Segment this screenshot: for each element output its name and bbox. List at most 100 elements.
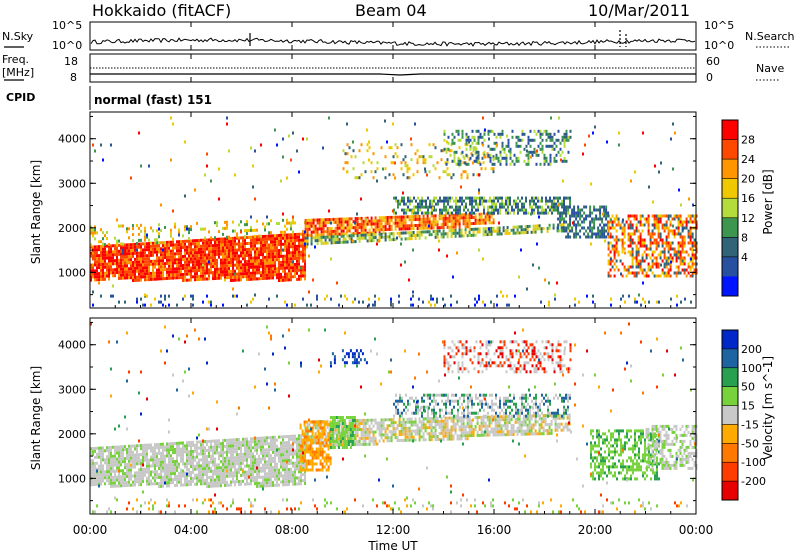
heatmap-cell	[212, 460, 214, 464]
heatmap-cell	[202, 473, 204, 477]
heatmap-cell	[415, 199, 417, 203]
heatmap-cell	[98, 263, 100, 267]
heatmap-cell	[491, 129, 494, 133]
heatmap-cell	[206, 467, 208, 470]
heatmap-cell	[571, 211, 574, 215]
heatmap-cell	[627, 268, 630, 272]
heatmap-cell	[172, 466, 174, 470]
heatmap-cell	[122, 457, 124, 461]
heatmap-cell	[661, 268, 664, 272]
heatmap-cell	[460, 176, 463, 180]
heatmap-cell	[240, 248, 242, 252]
heatmap-cell	[611, 226, 614, 230]
heatmap-cell	[202, 300, 204, 304]
heatmap-cell	[242, 275, 244, 279]
heatmap-cell	[112, 484, 114, 488]
heatmap-cell	[286, 257, 288, 261]
heatmap-cell	[524, 228, 527, 232]
heatmap-cell	[290, 158, 292, 162]
heatmap-cell	[561, 202, 563, 206]
heatmap-cell	[342, 240, 345, 244]
heatmap-cell	[490, 221, 493, 225]
heatmap-cell	[457, 132, 460, 136]
heatmap-cell	[424, 223, 427, 227]
heatmap-cell	[216, 261, 218, 265]
heatmap-cell	[496, 232, 499, 236]
heatmap-cell	[613, 253, 616, 257]
heatmap-cell	[244, 257, 246, 261]
heatmap-cell	[258, 247, 260, 251]
heatmap-cell	[298, 274, 300, 278]
heatmap-cell	[120, 270, 122, 274]
heatmap-cell	[484, 218, 487, 222]
heatmap-cell	[132, 255, 134, 258]
heatmap-cell	[318, 236, 321, 239]
heatmap-cell	[254, 268, 256, 272]
heatmap-cell	[573, 208, 576, 212]
heatmap-cell	[152, 262, 154, 266]
heatmap-cell	[458, 219, 461, 223]
heatmap-cell	[116, 469, 118, 473]
heatmap-cell	[396, 218, 399, 222]
heatmap-cell	[146, 269, 148, 273]
heatmap-cell	[266, 273, 268, 277]
heatmap-cell	[406, 164, 409, 168]
heatmap-cell	[194, 248, 196, 252]
heatmap-cell	[633, 274, 636, 278]
heatmap-cell	[180, 252, 182, 256]
heatmap-cell	[184, 447, 186, 451]
heatmap-cell	[210, 259, 212, 263]
heatmap-cell	[292, 245, 294, 249]
heatmap-cell	[621, 250, 624, 254]
heatmap-cell	[214, 466, 216, 470]
heatmap-cell	[501, 202, 503, 206]
heatmap-cell	[122, 445, 124, 449]
heatmap-cell	[455, 202, 457, 206]
heatmap-cell	[432, 164, 435, 168]
heatmap-cell	[184, 248, 186, 252]
heatmap-cell	[180, 246, 182, 250]
heatmap-cell	[471, 135, 474, 139]
heatmap-cell	[306, 239, 309, 243]
heatmap-cell	[112, 481, 114, 485]
heatmap-cell	[657, 229, 660, 233]
heatmap-cell	[266, 264, 268, 268]
heatmap-cell	[336, 241, 339, 244]
heatmap-cell	[639, 223, 642, 227]
heatmap-cell	[395, 211, 397, 215]
heatmap-cell	[649, 256, 652, 260]
heatmap-cell	[134, 480, 136, 484]
heatmap-cell	[453, 135, 456, 139]
heatmap-cell	[292, 269, 294, 273]
heatmap-cell	[102, 455, 104, 459]
heatmap-cell	[392, 122, 394, 126]
heatmap-cell	[605, 205, 608, 209]
heatmap-cell	[685, 268, 688, 272]
heatmap-cell	[202, 247, 204, 251]
heatmap-cell	[146, 479, 148, 483]
heatmap-cell	[494, 229, 497, 233]
heatmap-cell	[550, 116, 552, 120]
heatmap-cell	[366, 216, 369, 220]
heatmap-cell	[144, 473, 146, 477]
heatmap-cell	[497, 199, 499, 203]
heatmap-cell	[497, 159, 500, 163]
heatmap-cell	[581, 220, 584, 224]
heatmap-cell	[514, 294, 516, 298]
heatmap-cell	[112, 262, 114, 266]
heatmap-cell	[457, 138, 460, 142]
heatmap-cell	[623, 247, 626, 251]
heatmap-cell	[526, 149, 528, 153]
heatmap-cell	[360, 197, 362, 201]
heatmap-cell	[110, 460, 112, 464]
heatmap-cell	[440, 235, 443, 239]
heatmap-cell	[653, 250, 656, 254]
heatmap-cell	[138, 474, 140, 478]
heatmap-cell	[292, 233, 294, 237]
heatmap-cell	[482, 161, 485, 165]
heatmap-cell	[276, 294, 278, 298]
heatmap-cell	[395, 196, 397, 200]
heatmap-cell	[463, 199, 465, 203]
heatmap-cell	[695, 223, 698, 227]
heatmap-cell	[132, 249, 134, 252]
